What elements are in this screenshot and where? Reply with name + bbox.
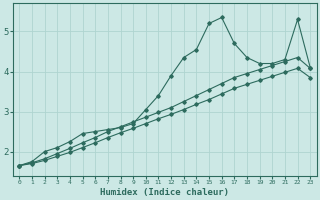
X-axis label: Humidex (Indice chaleur): Humidex (Indice chaleur) [100,188,229,197]
